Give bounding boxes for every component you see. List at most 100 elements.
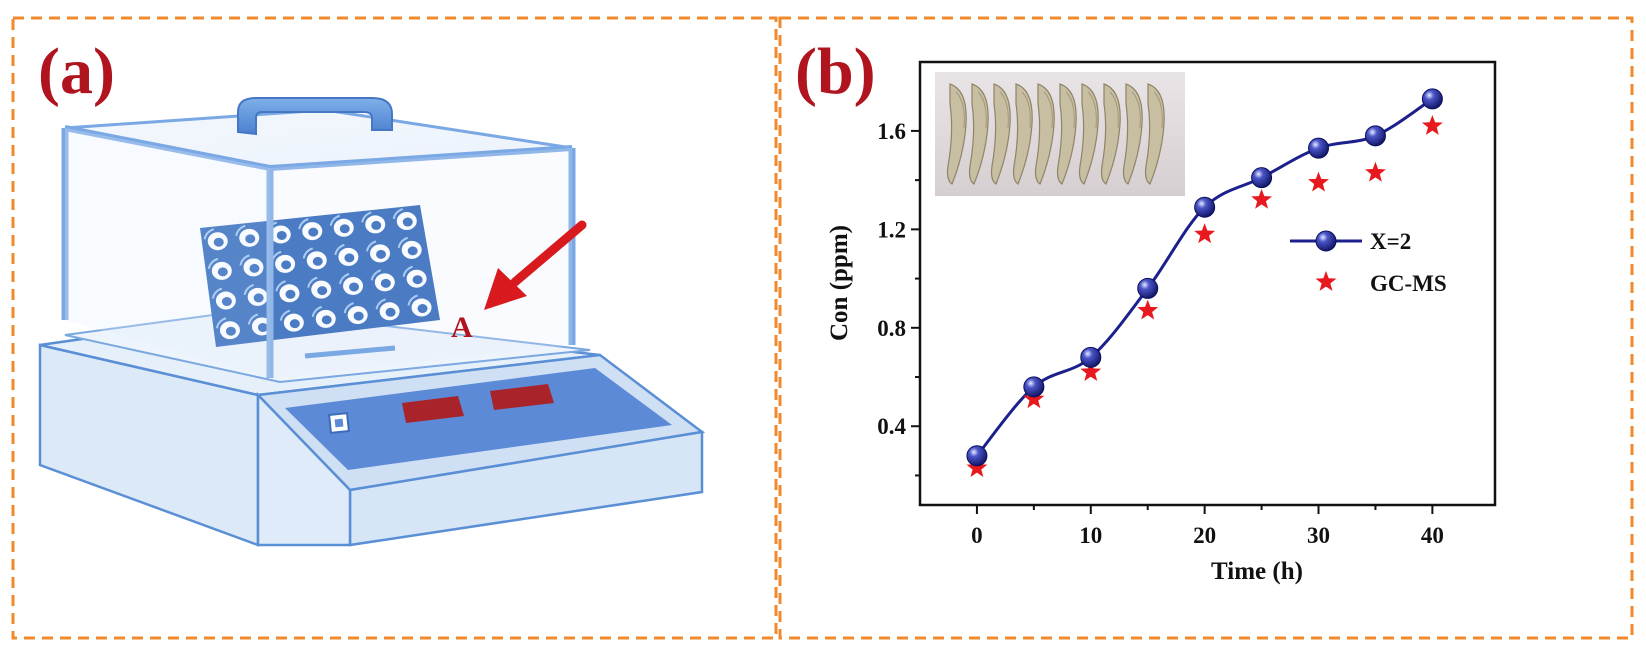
shrimp-segment-line [999, 91, 1009, 129]
x-tick-label: 40 [1421, 523, 1444, 548]
glass-top-front-edge [64, 125, 271, 171]
panel-b-frame [778, 16, 1634, 640]
shrimp-segment-line [1021, 91, 1031, 129]
arrow-shaft [510, 220, 587, 287]
gcms-point [1080, 361, 1102, 381]
legend-label-gcms: GC-MS [1370, 271, 1447, 296]
figure-frame [11, 16, 1634, 640]
shrimp-segment-line [1131, 91, 1141, 129]
shrimp [1012, 83, 1033, 185]
shrimp [968, 83, 989, 185]
sensor-spot-core [344, 253, 355, 263]
panel-a: (a) [38, 35, 706, 547]
legend: X=2 GC-MS [1290, 229, 1447, 296]
sensor-spot-core [225, 326, 236, 336]
shrimp [1078, 83, 1099, 185]
sensor-spot-halo [311, 305, 323, 318]
sensor-spot-halo [235, 224, 246, 237]
sensor-spot-core [312, 256, 323, 266]
sensor-spot-core [253, 293, 264, 303]
sensor-spot-core [213, 237, 224, 247]
sensor-spot-core [402, 217, 413, 227]
x2-point [1251, 167, 1273, 189]
plot-area [918, 60, 1497, 507]
sensor-spot-halo [207, 257, 219, 270]
panel-b: (b) 0 10 20 30 40 0.4 0.8 1.2 1.6 Time (h) Con (… [795, 35, 1497, 585]
sensor-array-card [200, 205, 440, 347]
sensor-spot-halo [215, 317, 227, 329]
sensor-spot-halo [203, 228, 215, 240]
shrimp [1034, 83, 1055, 185]
gcms-point [1421, 114, 1443, 135]
sample-position-arrow [484, 220, 587, 310]
device-display [285, 368, 672, 470]
platform-slot [304, 345, 396, 359]
sensor-spot-core [380, 278, 391, 288]
legend-label-x2: X=2 [1370, 229, 1411, 254]
gcms-point [1194, 223, 1216, 244]
gcms-point [1364, 161, 1386, 182]
sensor-spot-core [285, 289, 296, 299]
y-tick-label: 1.6 [877, 119, 906, 144]
y-tick-label: 1.2 [877, 217, 906, 242]
shrimp-segment-line [1153, 91, 1163, 129]
panel-b-label: (b) [795, 35, 876, 108]
sensor-dots [203, 208, 432, 340]
sensor-spot-core [317, 286, 328, 296]
x-tick-label: 20 [1193, 523, 1216, 548]
power-button-inner [334, 418, 344, 428]
sensor-spot-core [353, 311, 364, 321]
glass-top-right-edge [269, 145, 573, 171]
sensor-spot-halo [211, 287, 223, 299]
sensor-spot-halo [334, 243, 345, 256]
x2-point [1080, 346, 1102, 368]
x2-point [966, 445, 988, 467]
sensor-spot-core [376, 249, 387, 259]
sensor-spot-halo [247, 313, 259, 325]
shrimp-segment-line [1109, 91, 1119, 129]
sensor-spot-halo [402, 265, 413, 277]
sensor-spot-core [217, 267, 228, 277]
shrimp [1122, 83, 1143, 185]
panel-a-frame [11, 16, 778, 640]
series-markers [966, 88, 1443, 477]
shrimp-photo-shrimps [946, 83, 1165, 185]
sample-marker-label: A [451, 311, 473, 344]
sensor-spot-core [281, 260, 292, 270]
sensor-spot-core [245, 234, 256, 244]
sensor-spot-halo [361, 211, 372, 223]
shrimp [1100, 83, 1121, 185]
glass-front-pane [65, 128, 270, 378]
sensor-spot-halo [366, 240, 377, 252]
sensor-spot-core [407, 246, 418, 256]
sensor-spot-halo [329, 214, 341, 227]
sensor-spot-core [276, 230, 287, 240]
led-readout-right [490, 384, 554, 410]
sensor-spot-halo [370, 269, 382, 281]
legend-marker-gcms [1315, 271, 1337, 291]
y-tick-label: 0.8 [877, 316, 906, 341]
sensor-spot-core [257, 322, 268, 332]
sensor-spot-halo [407, 294, 418, 306]
sensor-spot-core [339, 224, 350, 234]
x2-point [1137, 277, 1159, 299]
shrimp-photo [935, 72, 1185, 196]
arrow-head [484, 268, 527, 310]
y-tick-label: 0.4 [877, 414, 906, 439]
x2-point [1421, 88, 1443, 110]
sensor-spot-halo [298, 218, 309, 230]
sensor-spot-halo [375, 298, 386, 310]
series-line-x2 [975, 97, 1434, 457]
chart: 0 10 20 30 40 0.4 0.8 1.2 1.6 Time (h) Con (ppm)… [826, 60, 1497, 585]
x-axis-title: Time (h) [1211, 558, 1303, 585]
sensor-spot-halo [392, 208, 404, 220]
shrimp [1056, 83, 1077, 185]
glass-side-pane [270, 148, 572, 378]
sensor-spot-core [321, 315, 332, 325]
x2-point [1364, 125, 1386, 147]
sensor-spot-core [221, 297, 232, 307]
sensor-spot-core [371, 220, 382, 230]
sensor-spot-core [412, 275, 423, 285]
shrimp-segment-line [1065, 91, 1075, 129]
gcms-point [1251, 188, 1273, 209]
